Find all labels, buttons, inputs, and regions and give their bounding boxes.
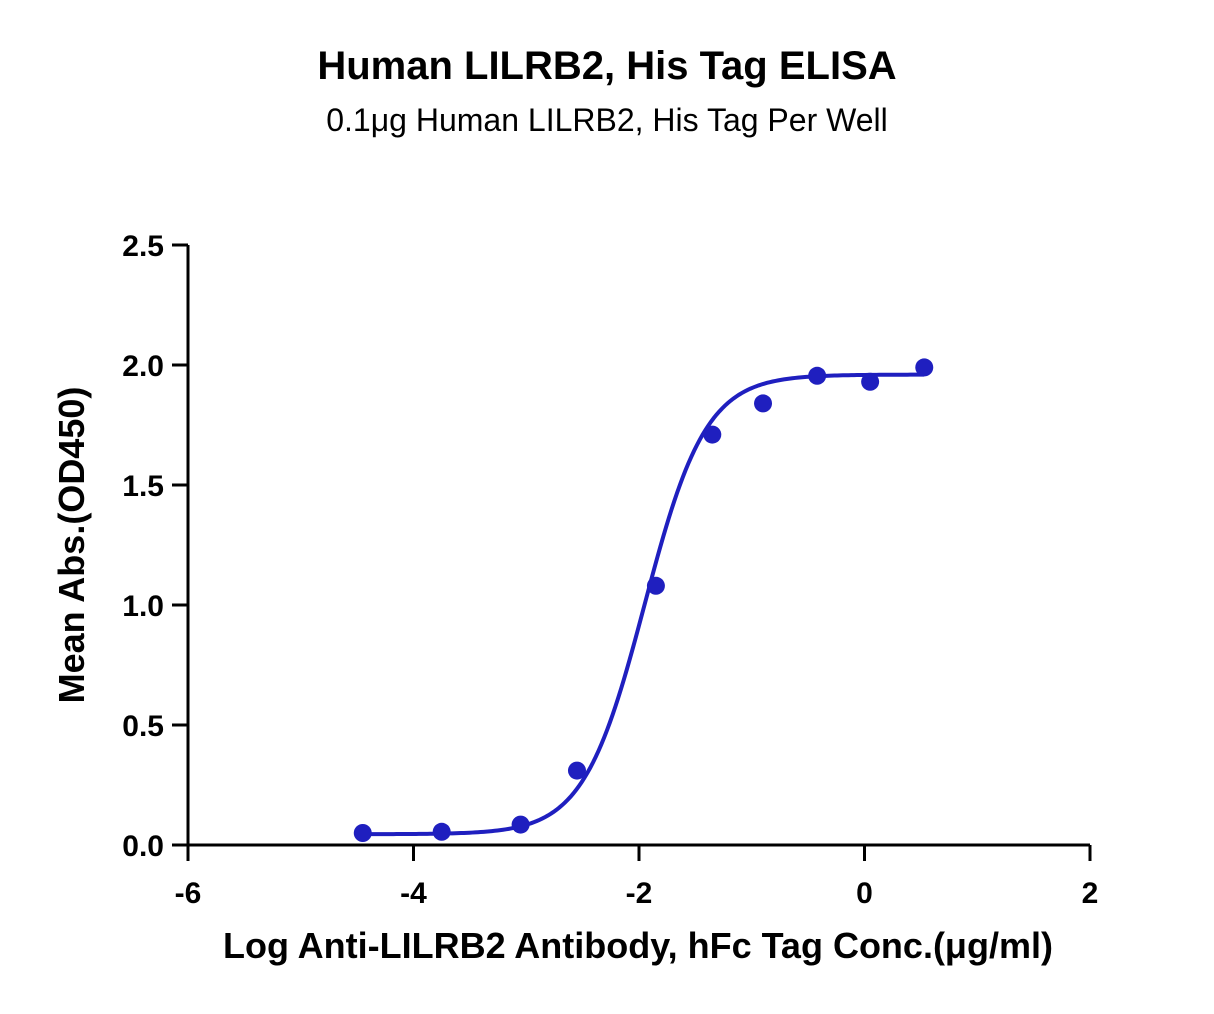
x-tick-label: 0 [856,877,873,910]
chart-subtitle: 0.1μg Human LILRB2, His Tag Per Well [326,102,888,138]
y-tick-label: 1.0 [122,590,164,623]
y-tick-label: 0.5 [122,710,164,743]
x-tick-label: 2 [1082,877,1099,910]
fit-curve [362,372,925,837]
y-axis-title: Mean Abs.(OD450) [51,387,92,704]
x-tick-label: -2 [626,877,653,910]
x-axis-title: Log Anti-LILRB2 Antibody, hFc Tag Conc.(… [223,925,1053,966]
data-point [861,372,880,391]
x-tick-label: -4 [400,877,427,910]
y-tick-label: 0.0 [122,830,164,863]
y-tick-label: 2.5 [122,230,164,263]
x-tick-label: -6 [175,877,202,910]
data-point [808,366,827,385]
data-point [567,761,586,780]
data-point [703,425,722,444]
axes: 0.0 0.5 1.0 1.5 2.0 2.5 -6 -4 -2 0 2 [122,230,1098,910]
fit-curve-layer [362,372,925,837]
y-tick-label: 2.0 [122,350,164,383]
data-point [754,394,773,413]
y-tick-label: 1.5 [122,470,164,503]
data-points-layer [353,358,934,842]
data-point [511,815,530,834]
data-point [353,824,372,842]
data-point [432,822,451,841]
data-point [646,576,665,595]
chart-title: Human LILRB2, His Tag ELISA [317,44,897,88]
data-point [915,358,934,377]
